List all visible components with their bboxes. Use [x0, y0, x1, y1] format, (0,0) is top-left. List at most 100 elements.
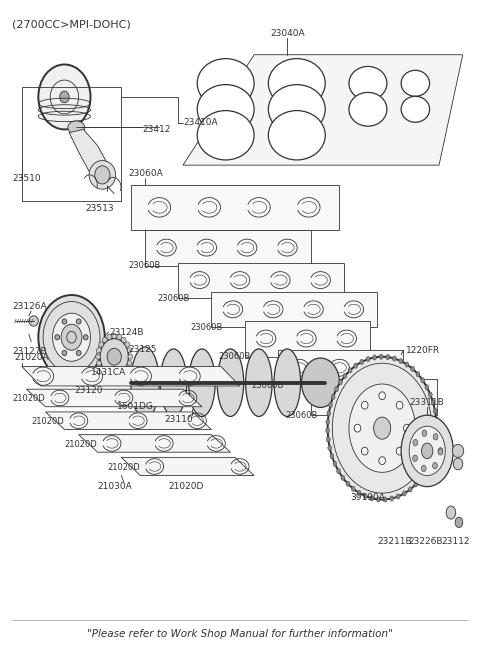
Text: 21020D: 21020D — [64, 440, 97, 449]
Ellipse shape — [62, 350, 67, 356]
Bar — [22, 87, 121, 201]
Ellipse shape — [416, 371, 420, 377]
Polygon shape — [69, 130, 112, 185]
Ellipse shape — [62, 319, 67, 324]
Text: 23060B: 23060B — [285, 411, 317, 420]
Ellipse shape — [452, 444, 464, 457]
Ellipse shape — [107, 334, 112, 339]
Ellipse shape — [376, 497, 380, 502]
Ellipse shape — [404, 424, 410, 432]
Text: "Please refer to Work Shop Manual for further information": "Please refer to Work Shop Manual for fu… — [87, 629, 393, 639]
Ellipse shape — [434, 438, 438, 443]
Ellipse shape — [433, 408, 437, 413]
Ellipse shape — [197, 84, 254, 134]
Ellipse shape — [326, 437, 330, 442]
Text: 23060B: 23060B — [190, 323, 222, 332]
Text: 23211B: 23211B — [377, 536, 412, 546]
Ellipse shape — [435, 429, 439, 434]
Ellipse shape — [361, 402, 368, 409]
Ellipse shape — [411, 366, 415, 371]
Ellipse shape — [408, 487, 412, 492]
Ellipse shape — [379, 354, 383, 360]
Ellipse shape — [409, 426, 445, 476]
Text: 1601DG: 1601DG — [117, 402, 154, 411]
Text: 23410A: 23410A — [183, 119, 217, 128]
Text: 39190A: 39190A — [350, 493, 385, 502]
Ellipse shape — [357, 491, 361, 495]
Ellipse shape — [331, 394, 335, 400]
Ellipse shape — [401, 96, 430, 122]
Ellipse shape — [379, 392, 385, 400]
Ellipse shape — [60, 91, 69, 103]
Ellipse shape — [335, 386, 338, 392]
Ellipse shape — [455, 517, 463, 527]
Text: 21020A: 21020A — [14, 353, 49, 362]
Ellipse shape — [453, 458, 463, 470]
Ellipse shape — [396, 402, 403, 409]
Bar — [278, 350, 404, 386]
Ellipse shape — [107, 348, 121, 365]
Ellipse shape — [413, 455, 418, 462]
Ellipse shape — [430, 455, 434, 460]
Text: 23040A: 23040A — [270, 29, 305, 39]
Text: 23124B: 23124B — [109, 328, 144, 337]
Ellipse shape — [127, 348, 132, 353]
Ellipse shape — [127, 360, 132, 365]
Ellipse shape — [327, 411, 331, 416]
Text: 21020D: 21020D — [107, 462, 140, 472]
Bar — [211, 291, 377, 328]
Ellipse shape — [29, 316, 38, 326]
Bar — [311, 379, 437, 415]
Ellipse shape — [396, 447, 403, 455]
Ellipse shape — [128, 354, 132, 360]
Ellipse shape — [438, 447, 443, 454]
Ellipse shape — [336, 468, 340, 474]
Bar — [131, 185, 339, 230]
Ellipse shape — [100, 339, 129, 375]
Ellipse shape — [432, 447, 436, 452]
Ellipse shape — [330, 453, 334, 458]
Polygon shape — [46, 412, 211, 430]
Ellipse shape — [326, 428, 330, 433]
Ellipse shape — [390, 496, 394, 501]
Ellipse shape — [76, 350, 81, 356]
Ellipse shape — [351, 486, 355, 491]
Ellipse shape — [401, 415, 453, 487]
Ellipse shape — [121, 371, 126, 376]
Ellipse shape — [102, 337, 107, 343]
Ellipse shape — [361, 447, 368, 455]
Bar — [178, 263, 344, 298]
Ellipse shape — [366, 356, 370, 362]
Ellipse shape — [349, 66, 387, 100]
Text: 23510: 23510 — [12, 174, 41, 183]
Text: 23311B: 23311B — [410, 398, 444, 407]
Text: 23125: 23125 — [129, 345, 157, 354]
Ellipse shape — [102, 371, 107, 376]
Ellipse shape — [354, 424, 361, 432]
Ellipse shape — [38, 295, 105, 379]
Text: 23060B: 23060B — [252, 381, 284, 390]
Ellipse shape — [329, 402, 333, 407]
Ellipse shape — [354, 363, 358, 368]
Ellipse shape — [274, 349, 300, 417]
Ellipse shape — [112, 333, 117, 339]
Ellipse shape — [401, 70, 430, 96]
Ellipse shape — [328, 445, 332, 451]
Ellipse shape — [348, 367, 352, 373]
Ellipse shape — [68, 121, 85, 134]
Text: 23126A: 23126A — [12, 302, 47, 311]
Ellipse shape — [386, 354, 390, 360]
Ellipse shape — [372, 355, 376, 360]
Ellipse shape — [112, 375, 117, 380]
Ellipse shape — [414, 482, 418, 487]
Ellipse shape — [413, 440, 418, 446]
Text: 21020D: 21020D — [169, 482, 204, 491]
Text: 1431CA: 1431CA — [91, 367, 126, 377]
Polygon shape — [26, 389, 202, 407]
Ellipse shape — [373, 417, 391, 440]
Ellipse shape — [131, 347, 159, 419]
Ellipse shape — [53, 313, 91, 362]
Ellipse shape — [402, 491, 406, 496]
Ellipse shape — [422, 430, 427, 436]
Ellipse shape — [107, 374, 112, 379]
